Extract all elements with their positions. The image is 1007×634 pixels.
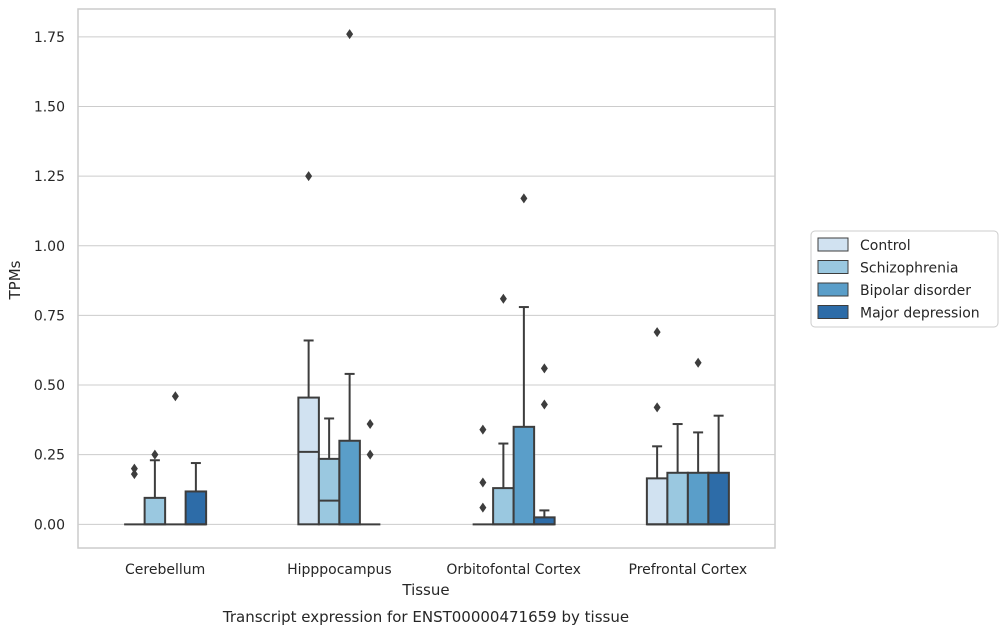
y-tick-label: 1.00 — [34, 239, 65, 255]
legend-swatch — [817, 260, 849, 274]
y-axis-ticks: 0.00 0.25 0.50 0.75 1.00 1.25 1.50 1.75 — [34, 30, 65, 533]
box-rect — [492, 487, 515, 526]
legend-swatch — [817, 237, 849, 252]
box-rect — [143, 496, 167, 526]
outlier-point — [694, 357, 702, 368]
x-axis-label: Tissue — [401, 581, 449, 599]
y-tick-label: 1.50 — [34, 99, 65, 115]
y-tick-label: 1.75 — [34, 30, 65, 46]
outlier-point — [305, 171, 313, 182]
gridlines — [78, 36, 775, 525]
box-control — [472, 424, 494, 526]
outlier-point — [540, 399, 548, 410]
legend-label: Bipolar disorder — [860, 283, 971, 299]
outlier-point — [520, 193, 528, 204]
outlier-point — [130, 463, 138, 474]
box-rect — [645, 477, 669, 526]
outlier-point — [479, 477, 487, 488]
outlier-point — [499, 293, 507, 304]
legend-label: Schizophrenia — [860, 261, 958, 277]
legend-label: Major depression — [860, 306, 980, 322]
box-bipolar-disorder — [338, 29, 361, 526]
legend: Control Schizophrenia Bipolar disorder Majo… — [810, 230, 999, 328]
outlier-point — [653, 327, 661, 338]
outlier-point — [366, 419, 374, 430]
y-tick-label: 0.25 — [34, 448, 65, 464]
box-series — [124, 29, 730, 526]
box-bipolar-disorder — [165, 391, 186, 526]
box-rect — [666, 471, 689, 526]
y-axis-label: TPMs — [6, 260, 24, 300]
box-rect — [297, 396, 320, 526]
box-schizophrenia — [492, 293, 515, 526]
box-rect — [686, 471, 710, 526]
box-schizophrenia — [143, 449, 167, 526]
x-tick-label: Cerebellum — [125, 562, 205, 578]
outlier-point — [130, 469, 138, 480]
box-control — [645, 327, 669, 526]
box-rect — [533, 516, 556, 526]
box-major-depression — [707, 414, 730, 526]
chart-title: Transcript expression for ENST0000047165… — [222, 608, 629, 626]
outlier-point — [366, 449, 374, 460]
y-tick-label: 0.50 — [34, 378, 65, 394]
legend-swatch — [817, 305, 849, 319]
box-major-depression — [184, 462, 208, 526]
outlier-point — [479, 424, 487, 435]
box-schizophrenia — [666, 423, 689, 526]
legend-swatch — [817, 282, 849, 297]
box-rect — [512, 425, 536, 526]
box-rect — [707, 471, 730, 526]
box-major-depression — [533, 363, 556, 526]
x-axis-ticks: Cerebellum Hipppocampus Orbitofontal Corte… — [125, 562, 747, 578]
x-tick-label: Prefrontal Cortex — [629, 562, 748, 578]
box-bipolar-disorder — [686, 357, 710, 526]
x-tick-label: Orbitofontal Cortex — [446, 562, 581, 578]
y-tick-label: 0.75 — [34, 308, 65, 324]
legend-box — [810, 230, 999, 328]
plot-frame — [77, 8, 776, 549]
outlier-point — [479, 502, 487, 513]
outlier-point — [171, 391, 179, 402]
y-tick-label: 0.00 — [34, 517, 65, 533]
outlier-point — [151, 449, 159, 460]
box-rect — [317, 457, 341, 526]
box-major-depression — [359, 419, 381, 526]
box-bipolar-disorder — [512, 193, 536, 526]
box-rect — [338, 439, 361, 526]
box-rect — [184, 490, 208, 526]
x-tick-label: Hipppocampus — [287, 562, 392, 578]
outlier-point — [346, 29, 354, 40]
legend-label: Control — [860, 238, 911, 254]
box-schizophrenia — [317, 417, 341, 526]
box-control — [124, 463, 145, 526]
y-tick-label: 1.25 — [34, 169, 65, 185]
outlier-point — [540, 363, 548, 374]
outlier-point — [653, 402, 661, 413]
box-control — [297, 171, 320, 526]
